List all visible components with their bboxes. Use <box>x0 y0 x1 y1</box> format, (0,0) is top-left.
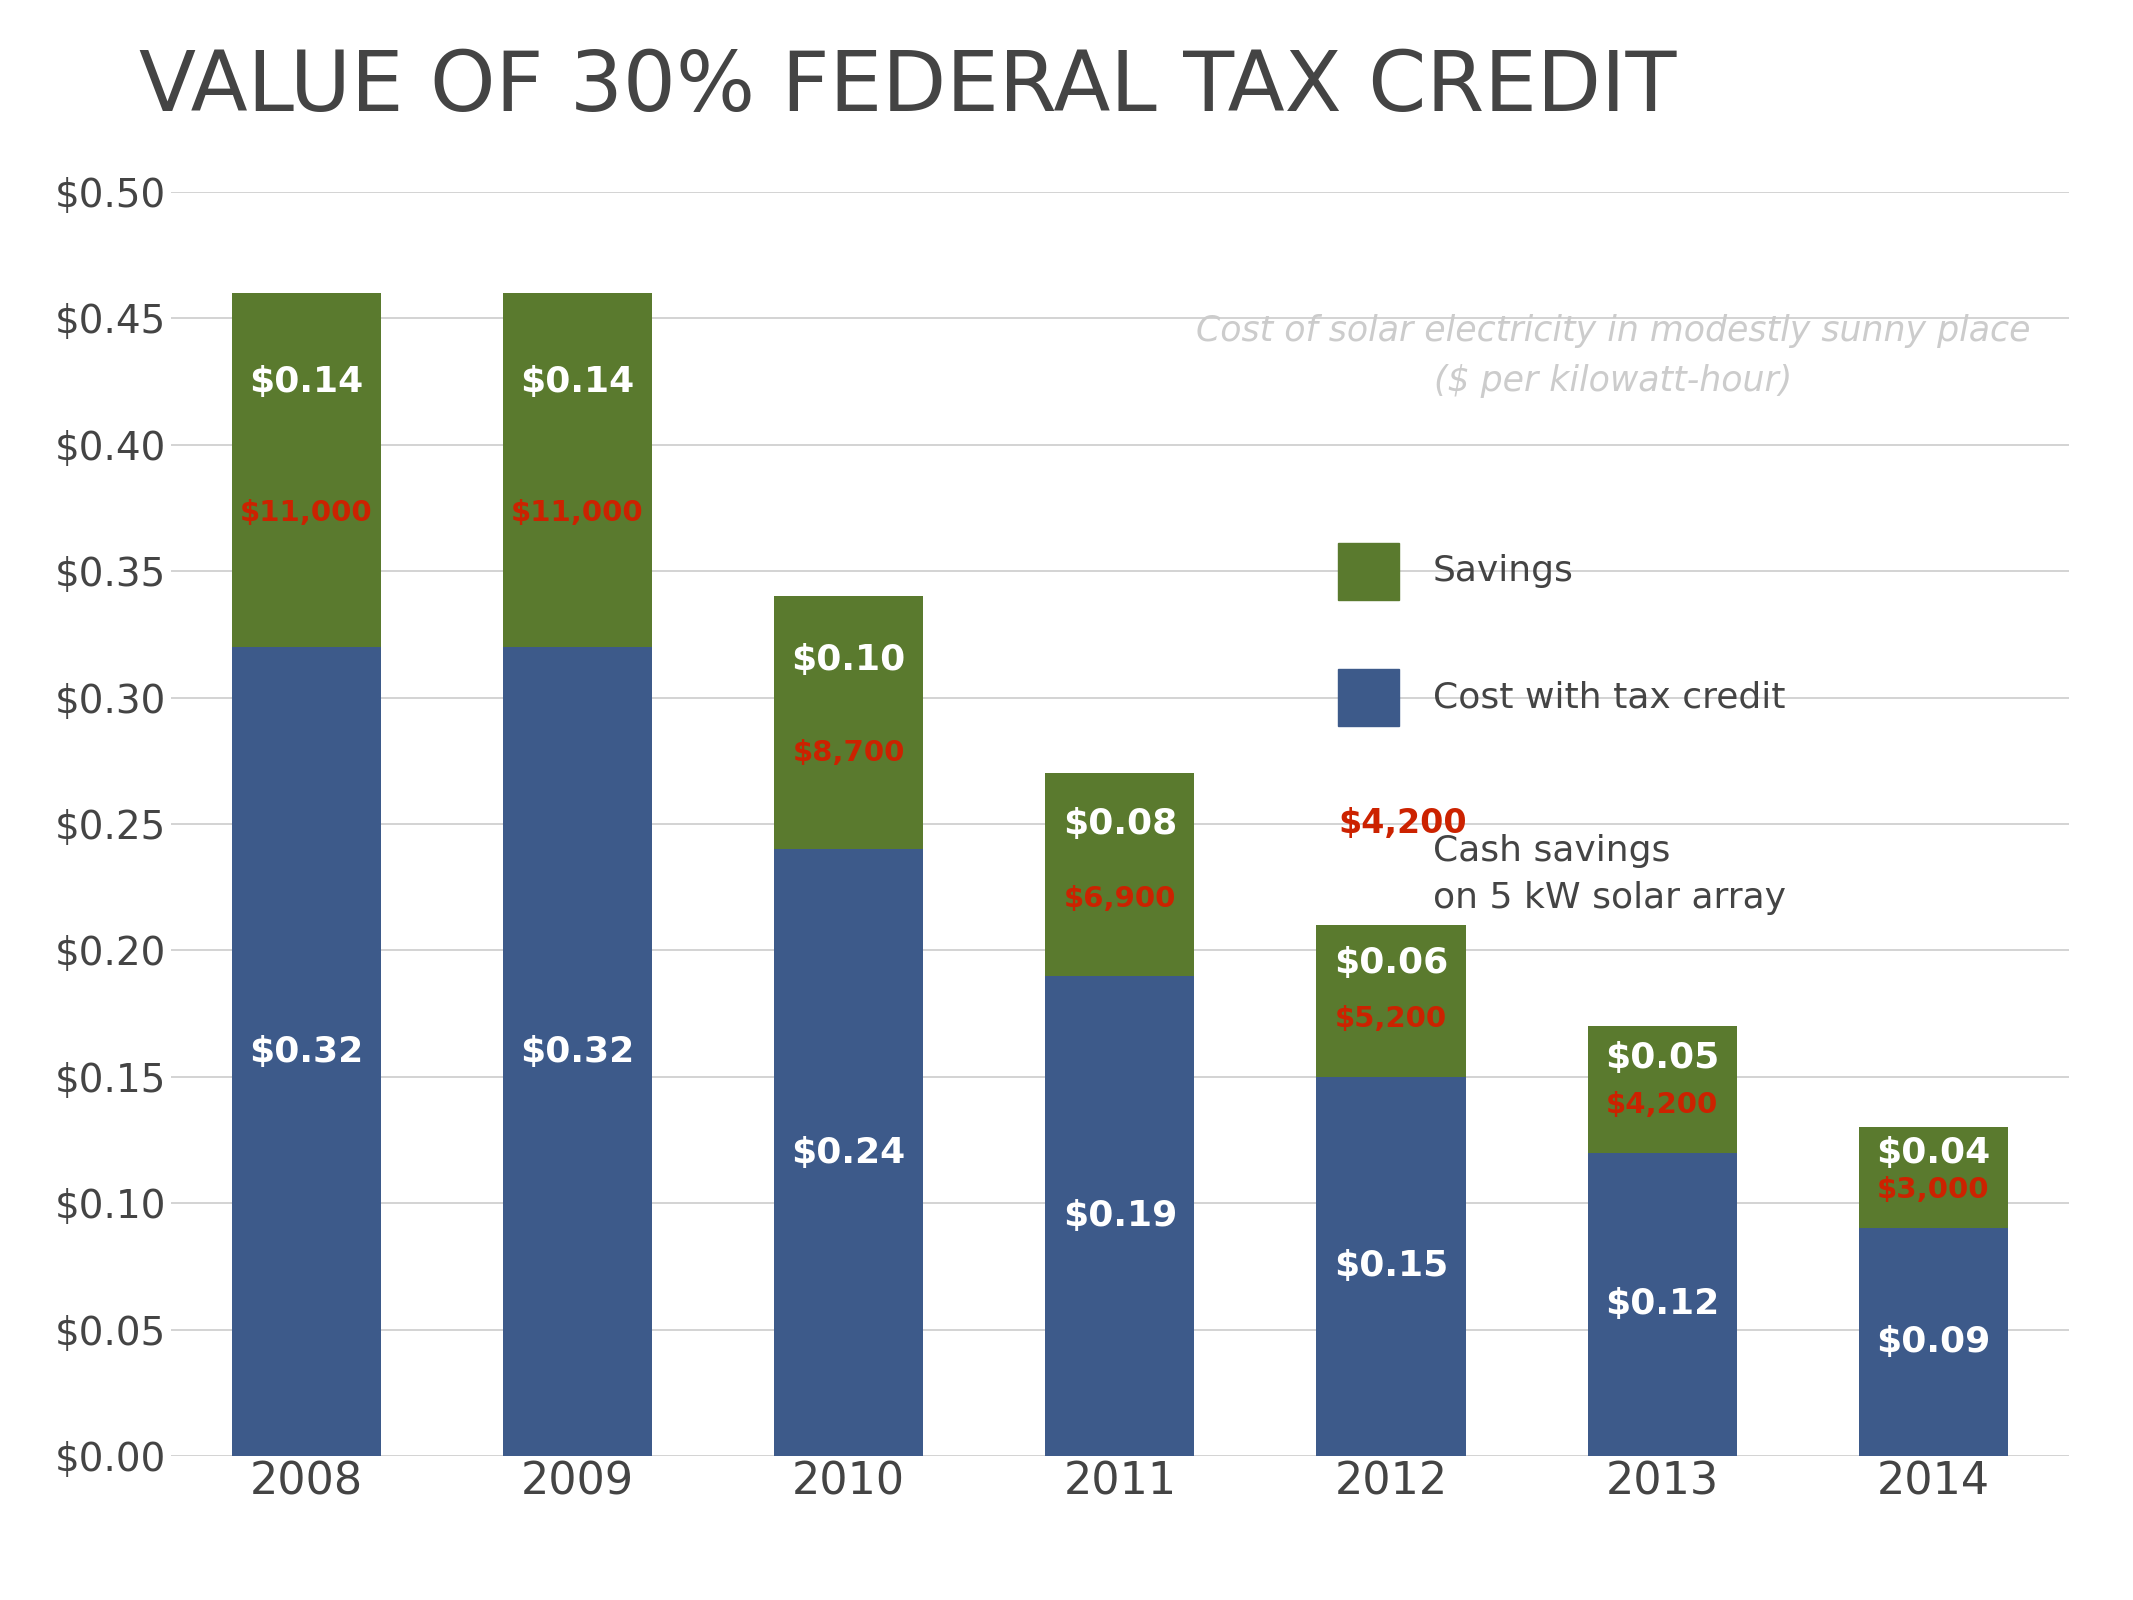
Bar <box>1587 1152 1736 1456</box>
Bar <box>232 293 382 646</box>
Text: $0.14: $0.14 <box>250 365 363 398</box>
Bar <box>1858 1128 2007 1229</box>
Text: $0.10: $0.10 <box>791 643 907 677</box>
Text: Cost with tax credit: Cost with tax credit <box>1433 680 1785 715</box>
Text: $4,200: $4,200 <box>1337 808 1468 840</box>
Text: $0.08: $0.08 <box>1062 806 1177 842</box>
Bar <box>503 646 653 1456</box>
Text: Cost of solar electricity in modestly sunny place
($ per kilowatt-hour): Cost of solar electricity in modestly su… <box>1197 314 2031 398</box>
Text: $0.32: $0.32 <box>250 1035 363 1069</box>
Bar <box>232 646 382 1456</box>
Text: $0.15: $0.15 <box>1333 1250 1448 1283</box>
Text: $0.06: $0.06 <box>1333 946 1448 981</box>
Bar <box>1045 773 1194 976</box>
Text: $0.14: $0.14 <box>520 365 634 398</box>
Text: $4,200: $4,200 <box>1606 1091 1719 1118</box>
Bar <box>1858 1229 2007 1456</box>
Text: Savings: Savings <box>1433 554 1574 589</box>
Text: $8,700: $8,700 <box>793 739 904 768</box>
Text: $6,900: $6,900 <box>1064 885 1175 914</box>
Text: $3,000: $3,000 <box>1877 1176 1990 1205</box>
Text: $0.32: $0.32 <box>520 1035 634 1069</box>
Bar <box>1316 925 1465 1077</box>
Text: $11,000: $11,000 <box>512 499 644 526</box>
Text: VALUE OF 30% FEDERAL TAX CREDIT: VALUE OF 30% FEDERAL TAX CREDIT <box>139 48 1677 128</box>
Text: $0.04: $0.04 <box>1877 1136 1990 1170</box>
Bar <box>1337 542 1399 600</box>
Text: $0.05: $0.05 <box>1606 1042 1719 1075</box>
Text: $5,200: $5,200 <box>1335 1005 1446 1034</box>
Bar <box>1316 1077 1465 1456</box>
Bar <box>774 850 924 1456</box>
Text: $11,000: $11,000 <box>239 499 373 526</box>
Text: $0.19: $0.19 <box>1062 1198 1177 1234</box>
Text: $0.12: $0.12 <box>1606 1288 1719 1322</box>
Bar <box>1337 669 1399 726</box>
Bar <box>1587 1026 1736 1152</box>
Text: $0.09: $0.09 <box>1877 1325 1990 1360</box>
Bar <box>503 293 653 646</box>
Bar <box>1045 976 1194 1456</box>
Bar <box>774 597 924 850</box>
Text: $0.24: $0.24 <box>791 1136 907 1170</box>
Text: Cash savings
on 5 kW solar array: Cash savings on 5 kW solar array <box>1433 834 1785 915</box>
